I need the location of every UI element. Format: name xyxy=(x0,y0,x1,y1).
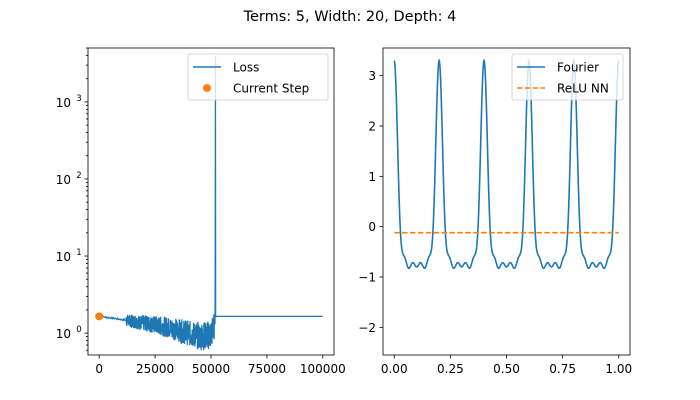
right-y-tick-label: −1 xyxy=(358,270,376,284)
left-y-tick-label: 10 xyxy=(56,327,71,341)
left-legend-box xyxy=(187,53,329,101)
legend-loss-label: Loss xyxy=(233,61,259,75)
right-y-ticks: −2 −1 0 1 2 3 xyxy=(358,69,383,335)
right-x-tick-label: 0.75 xyxy=(549,362,576,376)
left-legend: Loss Current Step xyxy=(187,53,329,101)
left-y-ticks: 10 0 10 1 10 2 10 3 xyxy=(56,47,88,351)
right-legend: Fourier ReLU NN xyxy=(511,53,624,101)
right-y-tick-label: 0 xyxy=(368,220,376,234)
left-x-tick-label: 25000 xyxy=(136,362,174,376)
left-y-tick-label: 10 xyxy=(56,250,71,264)
left-y-tick-exponent: 3 xyxy=(76,94,81,104)
right-y-tick-label: 3 xyxy=(368,69,376,83)
right-axes: 0.00 0.25 0.50 0.75 1.00 −2 −1 0 1 2 3 Fourier Re… xyxy=(358,47,632,376)
left-x-tick-label: 100000 xyxy=(300,362,346,376)
right-x-ticks: 0.00 0.25 0.50 0.75 1.00 xyxy=(381,355,632,376)
legend-fourier-label: Fourier xyxy=(557,61,599,75)
legend-relu-label: ReLU NN xyxy=(557,82,609,96)
left-y-tick-exponent: 1 xyxy=(76,248,81,258)
right-x-tick-label: 1.00 xyxy=(605,362,632,376)
left-x-tick-label: 50000 xyxy=(192,362,230,376)
left-x-tick-label: 75000 xyxy=(248,362,286,376)
current-step-marker xyxy=(95,312,104,321)
left-x-ticks: 0 25000 50000 75000 100000 xyxy=(95,355,346,376)
left-plot-data xyxy=(95,55,323,351)
left-y-tick-label: 10 xyxy=(56,96,71,110)
fourier-line xyxy=(393,58,620,270)
left-axes: 0 25000 50000 75000 100000 10 0 10 1 10 2 10 3 Loss… xyxy=(56,47,346,376)
left-x-tick-label: 0 xyxy=(95,362,103,376)
loss-line xyxy=(99,55,323,351)
right-x-tick-label: 0.25 xyxy=(437,362,464,376)
right-y-tick-label: 1 xyxy=(368,170,376,184)
figure-title: Terms: 5, Width: 20, Depth: 4 xyxy=(243,9,457,25)
right-y-tick-label: −2 xyxy=(358,321,376,335)
left-y-tick-exponent: 2 xyxy=(76,171,81,181)
left-y-tick-exponent: 0 xyxy=(76,325,81,335)
right-legend-box xyxy=(511,53,624,101)
right-plot-data xyxy=(393,58,620,270)
legend-current-step-swatch xyxy=(203,84,211,92)
right-x-tick-label: 0.50 xyxy=(493,362,520,376)
left-y-tick-label: 10 xyxy=(56,173,71,187)
legend-current-step-label: Current Step xyxy=(233,82,309,96)
right-y-tick-label: 2 xyxy=(368,120,376,134)
right-x-tick-label: 0.00 xyxy=(381,362,408,376)
